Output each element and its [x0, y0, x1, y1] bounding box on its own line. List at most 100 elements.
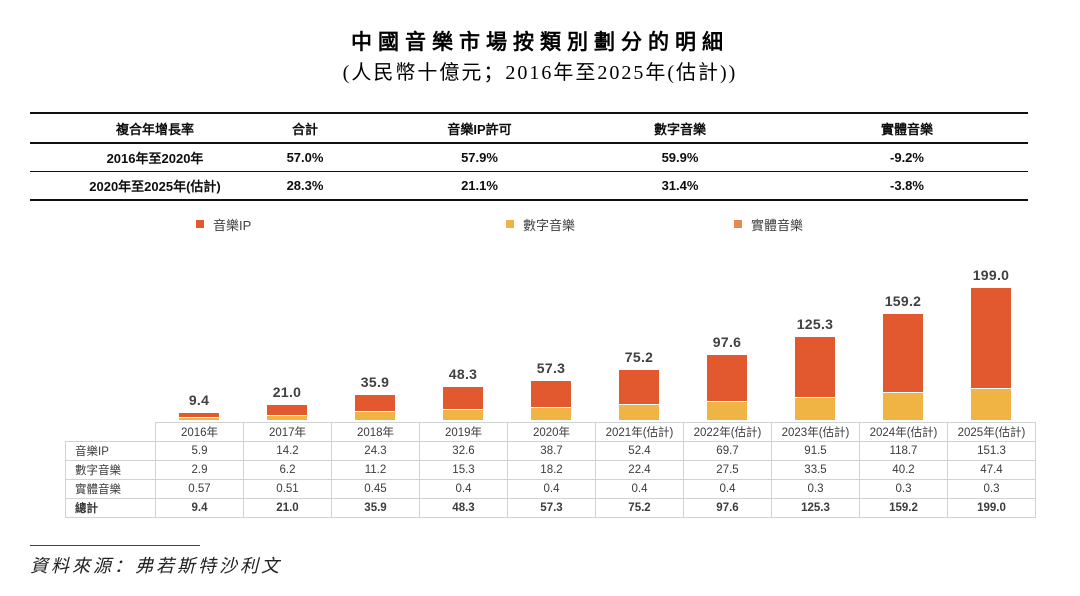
bar-group: 57.3: [507, 240, 595, 421]
data-table-row: 總計 9.4 21.0 35.9 48.3 57.3 75.2 97.6 125.3 159.2 1…: [65, 498, 1036, 518]
data-cell: 52.4: [595, 441, 684, 461]
data-table-row: 音樂IP 5.9 14.2 24.3 32.6 38.7 52.4 69.7 91.5 118.7…: [65, 441, 1036, 461]
year-header-cell: 2024年(估計): [859, 422, 948, 442]
data-cell: 5.9: [155, 441, 244, 461]
data-cell: 11.2: [331, 460, 420, 480]
year-header-cell: 2019年: [419, 422, 508, 442]
legend-item-music-ip: 音樂IP: [196, 216, 252, 233]
bar-group: 75.2: [595, 240, 683, 421]
data-cell: 159.2: [859, 498, 948, 518]
data-cell: 0.3: [947, 479, 1036, 499]
cagr-header-cell: 實體音樂: [786, 112, 1028, 144]
row-label-cell: 總計: [65, 498, 156, 518]
bar-group: 97.6: [683, 240, 771, 421]
bar-segment-digital-music: [267, 414, 307, 420]
cagr-header-cell: 音樂IP許可: [385, 112, 574, 144]
legend-label: 實體音樂: [751, 217, 804, 233]
bar: [707, 354, 747, 421]
legend-label: 音樂IP: [213, 217, 252, 233]
data-cell: 27.5: [683, 460, 772, 480]
bar-total-label: 57.3: [536, 360, 566, 377]
bar-total-label: 9.4: [188, 391, 210, 408]
bar-segment-digital-music: [795, 396, 835, 420]
bar-group: 21.0: [243, 240, 331, 421]
bar-group: 9.4: [155, 240, 243, 421]
data-table-header-row: 2016年 2017年 2018年 2019年 2020年 2021年(估計) 2022年(…: [66, 422, 1036, 442]
bar-segment-physical-music: [179, 419, 219, 421]
bar-segment-physical-music: [619, 419, 659, 421]
data-table-row: 實體音樂 0.57 0.51 0.45 0.4 0.4 0.4 0.4 0.3 0.3 0.3: [65, 479, 1036, 499]
bar-segment-music-ip: [267, 405, 307, 415]
row-label-cell: 音樂IP: [65, 441, 156, 461]
data-cell: 14.2: [243, 441, 332, 461]
year-header-cell: 2023年(估計): [771, 422, 860, 442]
bar-total-label: 48.3: [448, 366, 478, 383]
bar-segment-digital-music: [355, 411, 395, 420]
bar-segment-digital-music: [883, 392, 923, 420]
bar-segment-physical-music: [355, 419, 395, 421]
bar-group: 48.3: [419, 240, 507, 421]
cagr-value-cell: 21.1%: [385, 171, 574, 201]
bar-chart: 9.4 21.0 35.9 48.3 57.3 75.2 97.6 125.3 159.2 199…: [155, 240, 1035, 421]
page-title: 中國音樂市場按類別劃分的明細: [351, 30, 729, 54]
bar-segment-physical-music: [443, 419, 483, 421]
legend-marker-digital-music-icon: [506, 220, 514, 228]
year-header-cell: 2021年(估計): [595, 422, 684, 442]
data-cell: 199.0: [947, 498, 1036, 518]
cagr-row: 2016年至2020年 57.0% 57.9% 59.9% -9.2%: [30, 143, 1028, 172]
bar: [443, 387, 483, 421]
cagr-header-cell: 數字音樂: [574, 112, 786, 144]
cagr-row-label: 2020年至2025年(估計): [30, 171, 225, 201]
bar-segment-music-ip: [531, 381, 571, 407]
data-cell: 38.7: [507, 441, 596, 461]
cagr-header-cell: 複合年增長率: [30, 112, 225, 144]
cagr-row-label: 2016年至2020年: [30, 143, 225, 172]
data-cell: 0.4: [419, 479, 508, 499]
data-cell: 0.3: [859, 479, 948, 499]
data-table-corner: [66, 423, 156, 442]
cagr-table: 複合年增長率 合計 音樂IP許可 數字音樂 實體音樂 2016年至2020年 57.0% 57…: [30, 112, 1028, 201]
row-label-cell: 數字音樂: [65, 460, 156, 480]
bar-total-label: 75.2: [624, 348, 654, 365]
bar: [267, 405, 307, 421]
data-cell: 91.5: [771, 441, 860, 461]
data-cell: 9.4: [155, 498, 244, 518]
data-cell: 24.3: [331, 441, 420, 461]
data-cell: 0.51: [243, 479, 332, 499]
data-cell: 0.45: [331, 479, 420, 499]
bar: [531, 381, 571, 421]
data-cell: 69.7: [683, 441, 772, 461]
bar-segment-music-ip: [443, 387, 483, 409]
data-cell: 6.2: [243, 460, 332, 480]
data-cell: 57.3: [507, 498, 596, 518]
bar-total-label: 199.0: [972, 267, 1010, 283]
bar-segment-music-ip: [795, 336, 835, 397]
bar-segment-physical-music: [707, 419, 747, 421]
bar-group: 159.2: [859, 240, 947, 421]
bar-segment-physical-music: [971, 419, 1011, 421]
data-cell: 118.7: [859, 441, 948, 461]
data-cell: 18.2: [507, 460, 596, 480]
data-cell: 15.3: [419, 460, 508, 480]
source-note: 資料來源：弗若斯特沙利文: [30, 556, 282, 576]
bar-segment-digital-music: [707, 400, 747, 420]
legend-marker-music-ip-icon: [196, 220, 204, 228]
bar-total-label: 35.9: [360, 374, 390, 391]
data-cell: 0.57: [155, 479, 244, 499]
cagr-value-cell: 28.3%: [225, 171, 385, 201]
data-cell: 40.2: [859, 460, 948, 480]
bar-segment-physical-music: [883, 419, 923, 421]
data-cell: 48.3: [419, 498, 508, 518]
year-header-cell: 2025年(估計): [947, 422, 1036, 442]
cagr-header-cell: 合計: [225, 112, 385, 144]
data-table-row: 數字音樂 2.9 6.2 11.2 15.3 18.2 22.4 27.5 33.5 40.2 47…: [65, 460, 1036, 480]
data-cell: 0.4: [595, 479, 684, 499]
bar-segment-digital-music: [619, 404, 659, 420]
cagr-row: 2020年至2025年(估計) 28.3% 21.1% 31.4% -3.8%: [30, 171, 1028, 201]
bar-total-label: 159.2: [884, 293, 922, 310]
bar-segment-physical-music: [795, 419, 835, 421]
data-cell: 0.4: [507, 479, 596, 499]
data-cell: 125.3: [771, 498, 860, 518]
chart-data-table: 2016年 2017年 2018年 2019年 2020年 2021年(估計) 2022年(…: [65, 422, 1036, 518]
